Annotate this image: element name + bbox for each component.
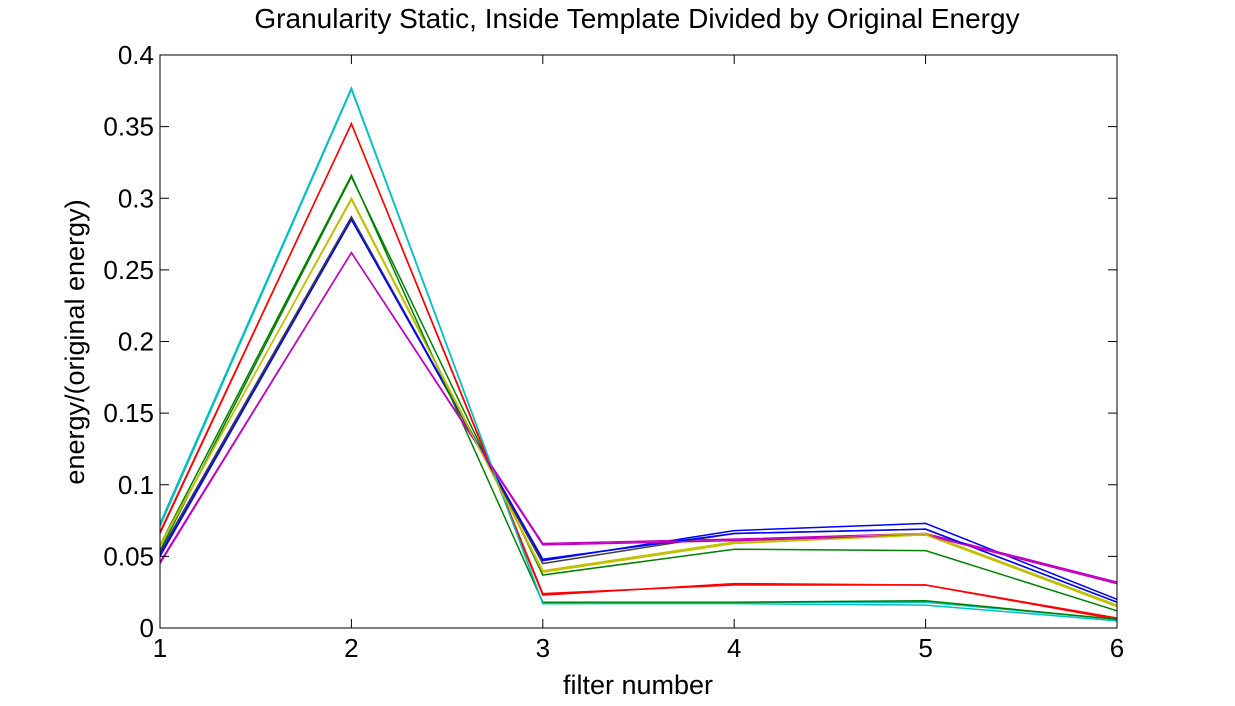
- y-axis: 0 0.05 0.1 0.15 0.2 0.25 0.3 0.35 0.4: [103, 40, 1117, 643]
- x-tick-label: 4: [727, 633, 741, 663]
- x-tick-label: 2: [344, 633, 358, 663]
- y-tick-label: 0.15: [103, 398, 154, 428]
- y-tick-label: 0.4: [118, 40, 154, 70]
- x-axis: 1 2 3 4 5 6: [153, 55, 1124, 663]
- y-tick-label: 0.1: [118, 470, 154, 500]
- y-tick-label: 0.05: [103, 541, 154, 571]
- y-tick-label: 0: [140, 613, 154, 643]
- chart-title: Granularity Static, Inside Template Divi…: [254, 3, 1019, 34]
- series-line-10: [159, 121, 1118, 619]
- y-tick-label: 0.25: [103, 255, 154, 285]
- x-tick-label: 1: [153, 633, 167, 663]
- series-line-12: [159, 251, 1118, 585]
- series-line-9: [159, 173, 1118, 621]
- series-line-2: [159, 175, 1118, 612]
- series-line-7: [159, 215, 1118, 603]
- series-line-13: [159, 198, 1118, 608]
- y-tick-label: 0.2: [118, 327, 154, 357]
- series-line-6: [159, 196, 1118, 606]
- series-group: [159, 85, 1118, 622]
- y-tick-label: 0.3: [118, 183, 154, 213]
- y-axis-label: energy/(original energy): [60, 199, 90, 484]
- y-tick-label: 0.35: [103, 112, 154, 142]
- x-tick-label: 6: [1110, 633, 1124, 663]
- plot-area: 1 2 3 4 5 6 0 0.05 0.1 0.15 0.2 0.25 0.3 0.35 0.4: [103, 40, 1124, 663]
- x-tick-label: 5: [918, 633, 932, 663]
- series-line-11: [159, 87, 1118, 622]
- x-axis-label: filter number: [563, 670, 713, 700]
- x-tick-label: 3: [536, 633, 550, 663]
- series-line-4: [159, 85, 1118, 621]
- series-line-8: [159, 218, 1118, 603]
